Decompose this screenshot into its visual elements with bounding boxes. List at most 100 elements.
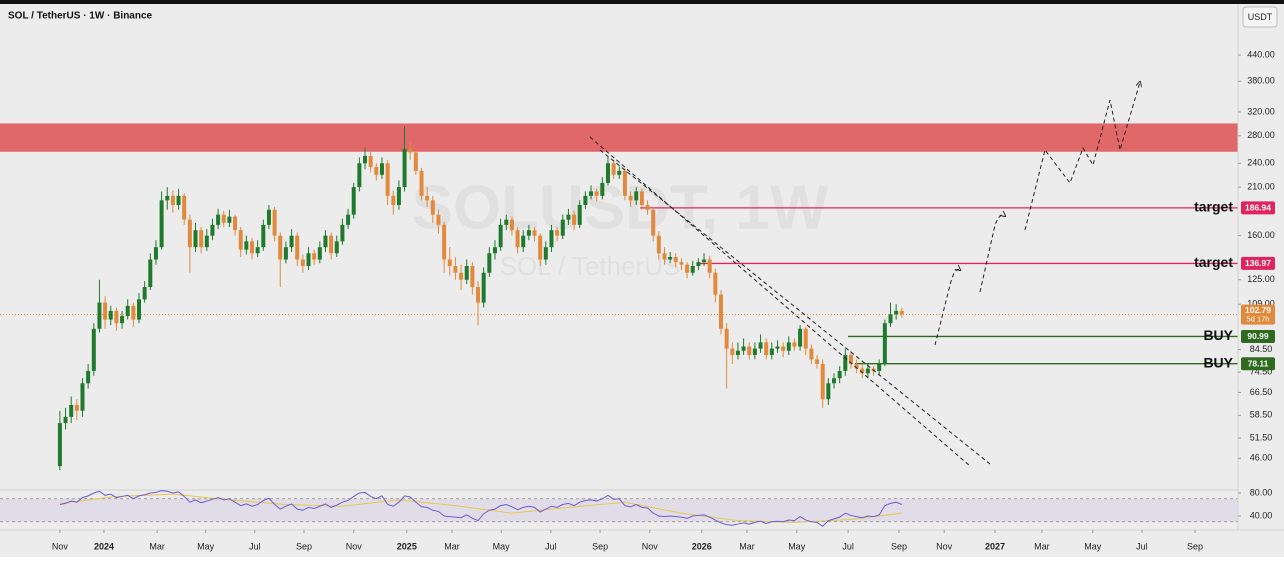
x-tick-label: Jul	[249, 541, 261, 551]
y-tick-label: 160.00	[1247, 230, 1275, 240]
candle-body	[153, 247, 158, 260]
y-tick-label: 58.50	[1250, 410, 1273, 420]
candle-body	[504, 219, 509, 225]
candle-body	[238, 230, 243, 250]
candle-body	[538, 235, 543, 260]
candle-body	[447, 259, 452, 267]
candle-body	[221, 214, 226, 223]
candle-body	[300, 259, 305, 267]
candle-body	[312, 253, 317, 260]
candle-body	[340, 224, 345, 242]
projection	[934, 82, 1140, 346]
candle-body	[589, 191, 594, 196]
y-tick-label: 66.50	[1250, 387, 1273, 397]
candle-body	[492, 247, 497, 254]
candle-body	[532, 230, 537, 236]
candle-body	[685, 264, 690, 273]
candle-body	[798, 328, 803, 347]
candle-body	[187, 219, 192, 248]
candle-body	[159, 200, 164, 248]
candle-body	[877, 363, 882, 371]
rsi-tick-label: 80.00	[1250, 487, 1273, 497]
candle-body	[261, 224, 266, 248]
candle-body	[391, 195, 396, 205]
y-tick-label: 109.00	[1247, 299, 1275, 309]
candle-body	[476, 287, 481, 303]
x-tick-label: Nov	[936, 541, 953, 551]
candle-body	[69, 404, 74, 417]
candles-layer	[57, 126, 904, 471]
candle-body	[724, 328, 729, 349]
level-badge	[1241, 329, 1275, 343]
y-tick-label: 74.50	[1250, 367, 1273, 377]
currency-button-label[interactable]: USDT	[1248, 12, 1273, 22]
candle-body	[351, 187, 356, 215]
rsi-ma-line	[59, 493, 902, 523]
candle-body	[408, 148, 413, 153]
level-label: target	[1194, 254, 1233, 270]
candle-body	[865, 368, 870, 374]
candle-body	[882, 323, 887, 364]
x-tick-label: May	[197, 541, 215, 551]
candle-body	[815, 359, 820, 364]
candle-body	[668, 256, 673, 260]
candle-body	[142, 287, 147, 300]
candle-body	[74, 404, 79, 411]
chart-title: SOL / TetherUS · 1W · Binance	[8, 11, 153, 22]
x-tick-label: Jul	[545, 541, 557, 551]
candle-body	[216, 214, 221, 225]
candle-body	[888, 314, 893, 324]
candle-body	[713, 272, 718, 295]
level-label: BUY	[1203, 327, 1233, 343]
x-tick-label: Jul	[1136, 541, 1148, 551]
candle-body	[436, 214, 441, 225]
candle-body	[227, 216, 232, 223]
candle-body	[103, 302, 108, 320]
candle-body	[690, 266, 695, 273]
candle-body	[108, 310, 113, 320]
candle-body	[594, 191, 599, 196]
candle-body	[583, 195, 588, 205]
candle-body	[899, 310, 904, 315]
candle-body	[368, 156, 373, 168]
candle-body	[651, 209, 656, 236]
candle-body	[509, 219, 514, 231]
candle-body	[662, 253, 667, 260]
candle-body	[306, 253, 311, 267]
resistance-zone	[0, 123, 1238, 152]
candle-body	[645, 204, 650, 210]
last-price-label: 102.79	[1245, 305, 1271, 315]
candle-body	[379, 163, 384, 175]
axes: 440.00 380.00 320.00 280.00 240.00 210.00 160.…	[52, 49, 1275, 551]
candle-body	[317, 247, 322, 260]
candle-body	[464, 266, 469, 280]
candle-body	[86, 370, 91, 384]
x-tick-label: 2026	[692, 541, 712, 551]
candle-body	[622, 170, 627, 196]
candle-body	[255, 247, 260, 254]
candle-body	[80, 383, 85, 411]
level-label: target	[1194, 199, 1233, 215]
candle-body	[289, 235, 294, 248]
x-tick-label: Mar	[739, 541, 755, 551]
candle-body	[526, 230, 531, 236]
candle-body	[634, 191, 639, 201]
currency-button[interactable]	[1242, 6, 1278, 28]
candle-body	[165, 195, 170, 201]
candle-body	[91, 328, 96, 371]
level-badge	[1241, 357, 1275, 371]
candle-body	[498, 224, 503, 248]
y-tick-label: 320.00	[1247, 106, 1275, 116]
candle-body	[781, 346, 786, 351]
x-tick-label: Nov	[642, 541, 659, 551]
candle-body	[611, 163, 616, 175]
candle-body	[758, 342, 763, 349]
candle-body	[204, 235, 209, 248]
last-price-badge	[1241, 304, 1275, 325]
candle-body	[136, 299, 141, 320]
candle-body	[803, 328, 808, 349]
level-badge-label: 136.97	[1245, 258, 1271, 268]
level-badge-label: 90.99	[1247, 331, 1269, 341]
candle-body	[786, 342, 791, 351]
candle-body	[764, 342, 769, 356]
